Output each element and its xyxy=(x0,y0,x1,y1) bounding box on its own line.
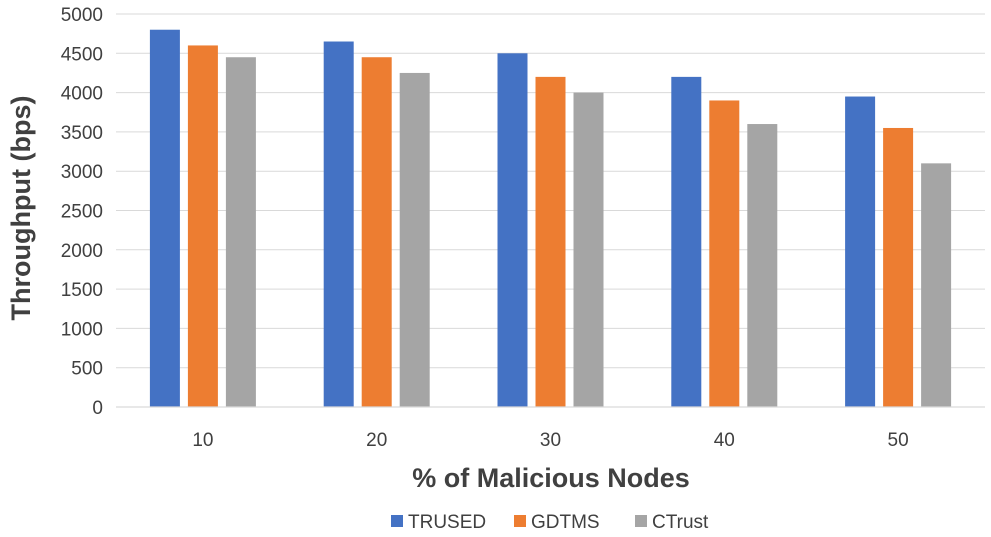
x-tick-label: 30 xyxy=(540,430,561,451)
bar-gdtms-20 xyxy=(361,57,392,407)
bar-gdtms-30 xyxy=(535,76,566,407)
x-tick-label: 40 xyxy=(714,430,735,451)
bar-gdtms-10 xyxy=(187,45,218,407)
x-tick-label: 10 xyxy=(192,430,213,451)
bars xyxy=(149,29,952,408)
x-tick-label: 20 xyxy=(366,430,387,451)
y-tick-label: 1000 xyxy=(61,319,103,340)
bar-trused-40 xyxy=(671,76,702,407)
legend-label-trused: TRUSED xyxy=(408,512,486,533)
x-axis-ticks: 10 20 30 40 50 xyxy=(192,430,908,451)
bar-trused-30 xyxy=(497,53,528,408)
bar-ctrust-20 xyxy=(399,72,430,407)
bar-trused-20 xyxy=(323,41,354,407)
y-axis-title: Throughput (bps) xyxy=(6,96,36,321)
y-tick-label: 3500 xyxy=(61,123,103,144)
legend-label-ctrust: CTrust xyxy=(652,512,709,533)
y-tick-label: 2500 xyxy=(61,202,103,223)
legend-swatch-ctrust xyxy=(635,515,647,527)
bar-gdtms-50 xyxy=(883,127,914,407)
y-tick-label: 1500 xyxy=(61,280,103,301)
legend-label-gdtms: GDTMS xyxy=(531,512,600,533)
y-tick-label: 2000 xyxy=(61,241,103,262)
bar-ctrust-30 xyxy=(573,92,604,407)
bar-ctrust-50 xyxy=(921,163,952,407)
x-tick-label: 50 xyxy=(888,430,909,451)
y-tick-label: 4500 xyxy=(61,44,103,65)
y-tick-label: 4000 xyxy=(61,84,103,105)
bar-ctrust-10 xyxy=(225,57,256,407)
legend: TRUSED GDTMS CTrust xyxy=(391,512,709,533)
legend-swatch-gdtms xyxy=(514,515,526,527)
y-tick-label: 500 xyxy=(71,359,103,380)
bar-ctrust-40 xyxy=(747,124,778,407)
bar-gdtms-40 xyxy=(709,100,740,408)
x-axis-title: % of Malicious Nodes xyxy=(412,463,690,493)
legend-swatch-trused xyxy=(391,515,403,527)
bar-trused-10 xyxy=(149,29,180,407)
y-tick-label: 3000 xyxy=(61,162,103,183)
y-tick-label: 5000 xyxy=(61,5,103,26)
bar-trused-50 xyxy=(845,96,876,407)
y-axis-ticks: 0 500 1000 1500 2000 2500 3000 3500 4000 4500 5000 xyxy=(61,5,103,419)
y-tick-label: 0 xyxy=(92,398,103,419)
